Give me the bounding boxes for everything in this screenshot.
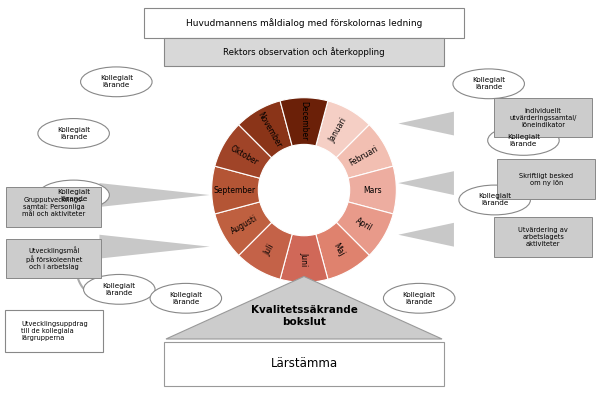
- Text: Januari: Januari: [328, 117, 349, 144]
- Text: Kollegialt
lärande: Kollegialt lärande: [472, 77, 505, 90]
- FancyBboxPatch shape: [494, 217, 592, 257]
- Wedge shape: [348, 166, 396, 214]
- Text: Rektors observation och återkoppling: Rektors observation och återkoppling: [223, 47, 385, 57]
- Wedge shape: [280, 98, 328, 146]
- FancyBboxPatch shape: [6, 239, 102, 278]
- Wedge shape: [316, 101, 369, 158]
- Text: Kollegialt
lärande: Kollegialt lärande: [57, 127, 90, 140]
- FancyBboxPatch shape: [494, 98, 592, 137]
- Polygon shape: [100, 235, 210, 259]
- Text: Kvalitetssäkrande
bokslut: Kvalitetssäkrande bokslut: [250, 305, 358, 327]
- Text: Kollegialt
lärande: Kollegialt lärande: [402, 292, 436, 305]
- Text: Huvudmannens måldialog med förskolornas ledning: Huvudmannens måldialog med förskolornas …: [186, 18, 422, 28]
- Wedge shape: [215, 202, 272, 255]
- Polygon shape: [398, 223, 454, 246]
- Text: Kollegialt
lärande: Kollegialt lärande: [478, 194, 511, 207]
- Wedge shape: [280, 234, 328, 282]
- FancyBboxPatch shape: [164, 342, 444, 386]
- Text: Oktober: Oktober: [229, 144, 260, 167]
- Wedge shape: [239, 222, 292, 279]
- Ellipse shape: [459, 185, 530, 215]
- Text: Individuellt
utvärderingssamtal/
löneindikator: Individuellt utvärderingssamtal/ löneind…: [510, 107, 577, 128]
- Text: December: December: [300, 102, 308, 141]
- Ellipse shape: [38, 180, 109, 210]
- Text: Lärstämma: Lärstämma: [271, 357, 337, 371]
- Ellipse shape: [453, 69, 525, 99]
- Text: Juli: Juli: [263, 243, 276, 257]
- Text: Utvecklingsuppdrag
till de kollegiala
lärgrupperna: Utvecklingsuppdrag till de kollegiala lä…: [21, 321, 88, 341]
- Polygon shape: [398, 112, 454, 135]
- Ellipse shape: [81, 67, 152, 97]
- Text: Februari: Februari: [348, 144, 380, 167]
- Text: April: April: [354, 216, 374, 233]
- Text: Maj: Maj: [331, 242, 346, 258]
- Text: Grupputvecklings-
samtal: Personliga
mål och aktiviteter: Grupputvecklings- samtal: Personliga mål…: [22, 196, 85, 217]
- Ellipse shape: [488, 126, 559, 155]
- FancyBboxPatch shape: [497, 159, 595, 199]
- Ellipse shape: [384, 283, 455, 313]
- Wedge shape: [215, 125, 272, 178]
- Wedge shape: [316, 222, 369, 279]
- Wedge shape: [336, 125, 393, 178]
- FancyBboxPatch shape: [5, 310, 103, 352]
- Text: Utvecklingsmål
på förskoleenhet
och i arbetslag: Utvecklingsmål på förskoleenhet och i ar…: [26, 247, 82, 271]
- Text: Kollegialt
lärande: Kollegialt lärande: [103, 283, 136, 296]
- FancyBboxPatch shape: [144, 8, 464, 38]
- Text: Mars: Mars: [364, 186, 382, 195]
- FancyBboxPatch shape: [6, 187, 102, 227]
- Polygon shape: [100, 183, 210, 207]
- Text: Utvärdering av
arbetslagets
aktiviteter: Utvärdering av arbetslagets aktiviteter: [519, 227, 568, 247]
- Text: Augusti: Augusti: [229, 213, 259, 236]
- Polygon shape: [398, 171, 454, 195]
- FancyBboxPatch shape: [164, 38, 444, 66]
- Text: Kollegialt
lärande: Kollegialt lärande: [169, 292, 202, 305]
- Text: Juni: Juni: [300, 252, 308, 266]
- Ellipse shape: [38, 118, 109, 149]
- Text: November: November: [256, 111, 283, 150]
- Text: Kollegialt
lärande: Kollegialt lärande: [100, 75, 133, 88]
- Text: Kollegialt
lärande: Kollegialt lärande: [57, 188, 90, 201]
- Text: Skriftligt besked
om ny lön: Skriftligt besked om ny lön: [519, 173, 573, 186]
- Wedge shape: [336, 202, 393, 255]
- Wedge shape: [239, 101, 292, 158]
- Polygon shape: [166, 276, 442, 339]
- Text: Kollegialt
lärande: Kollegialt lärande: [507, 134, 540, 147]
- Text: September: September: [214, 186, 256, 195]
- Wedge shape: [212, 166, 260, 214]
- Ellipse shape: [150, 283, 221, 313]
- Ellipse shape: [83, 275, 155, 304]
